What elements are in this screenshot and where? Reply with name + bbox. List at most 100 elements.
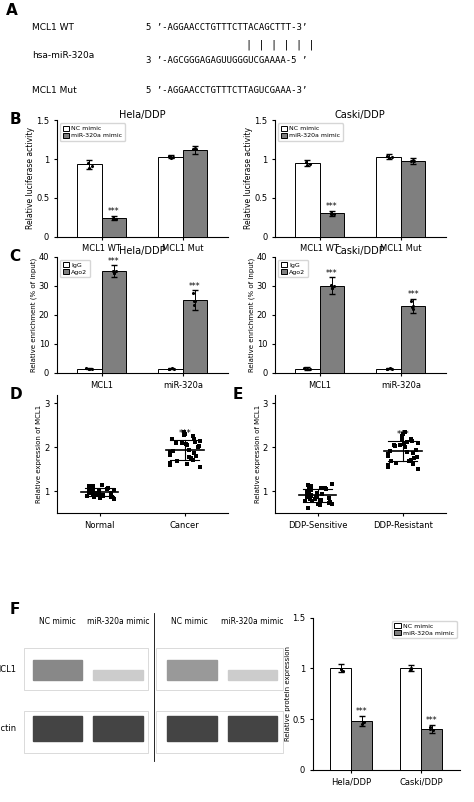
Point bbox=[191, 432, 198, 445]
Text: miR-320a mimic: miR-320a mimic bbox=[221, 617, 284, 626]
Point bbox=[314, 498, 322, 511]
Point bbox=[87, 480, 94, 493]
Point bbox=[110, 483, 118, 496]
Point bbox=[191, 298, 198, 311]
Text: ***: *** bbox=[108, 207, 119, 216]
Text: NC mimic: NC mimic bbox=[171, 617, 208, 626]
Point bbox=[191, 142, 199, 155]
Bar bbox=[33, 715, 82, 741]
Bar bbox=[25, 648, 148, 691]
Point bbox=[109, 213, 117, 225]
Text: 3 ’-AGCGGGAGAGUUGGGUCGAAAA-5 ’: 3 ’-AGCGGGAGAGUUGGGUCGAAAA-5 ’ bbox=[146, 56, 307, 65]
Point bbox=[85, 484, 93, 497]
Text: β-actin: β-actin bbox=[0, 723, 16, 733]
Point bbox=[196, 460, 203, 473]
Text: E: E bbox=[232, 387, 243, 402]
Point bbox=[398, 430, 406, 443]
Point bbox=[86, 486, 94, 499]
Point bbox=[307, 492, 314, 505]
Point bbox=[388, 151, 395, 164]
Point bbox=[173, 455, 181, 468]
Point bbox=[408, 155, 415, 168]
Point bbox=[109, 212, 117, 225]
Point bbox=[407, 662, 414, 675]
Text: ***: *** bbox=[397, 431, 409, 439]
Point bbox=[407, 661, 415, 674]
Bar bbox=[376, 369, 401, 373]
Point bbox=[85, 480, 92, 493]
Bar bbox=[101, 271, 126, 373]
Point bbox=[308, 489, 315, 502]
Text: ***: *** bbox=[407, 290, 419, 299]
Point bbox=[414, 463, 421, 476]
Point bbox=[182, 437, 190, 450]
Bar bbox=[401, 306, 425, 373]
Point bbox=[409, 446, 416, 459]
Point bbox=[384, 450, 392, 463]
Point bbox=[389, 363, 396, 375]
Point bbox=[112, 265, 119, 277]
Point bbox=[181, 428, 188, 441]
Point bbox=[390, 439, 398, 452]
Point bbox=[110, 266, 118, 279]
Point bbox=[408, 453, 415, 466]
Point bbox=[183, 439, 191, 452]
Point bbox=[325, 492, 333, 504]
Bar bbox=[228, 670, 277, 680]
Point bbox=[306, 157, 314, 170]
Point bbox=[403, 435, 411, 448]
Point bbox=[183, 458, 191, 471]
Point bbox=[165, 363, 173, 375]
Point bbox=[90, 480, 97, 492]
Point bbox=[91, 491, 98, 504]
Bar bbox=[295, 163, 319, 237]
Text: 5 ’-AGGAACCTGTTTCTTACAGCTTT-3’: 5 ’-AGGAACCTGTTTCTTACAGCTTT-3’ bbox=[146, 23, 307, 32]
Point bbox=[410, 154, 417, 167]
Point bbox=[166, 449, 174, 462]
Point bbox=[412, 444, 419, 456]
Point bbox=[190, 430, 197, 443]
Point bbox=[401, 441, 409, 454]
Point bbox=[383, 149, 391, 162]
Point bbox=[410, 154, 418, 167]
Point bbox=[89, 488, 97, 500]
Point bbox=[107, 487, 115, 500]
Text: NC mimic: NC mimic bbox=[39, 617, 76, 626]
Point bbox=[403, 445, 411, 458]
Bar bbox=[183, 300, 207, 373]
Point bbox=[85, 363, 92, 376]
Point bbox=[407, 295, 415, 308]
Point bbox=[90, 484, 97, 496]
Point bbox=[185, 444, 193, 456]
Point bbox=[384, 460, 392, 473]
Point bbox=[409, 435, 416, 448]
Y-axis label: Relative luciferase activity: Relative luciferase activity bbox=[244, 128, 253, 229]
Point bbox=[110, 266, 118, 279]
Text: ***: *** bbox=[326, 202, 337, 212]
Bar bbox=[156, 711, 283, 752]
Text: ***: *** bbox=[179, 429, 191, 438]
Point bbox=[171, 363, 178, 375]
Point bbox=[87, 483, 95, 496]
Point bbox=[88, 160, 96, 172]
Point bbox=[191, 294, 199, 307]
Point bbox=[330, 280, 337, 293]
Text: miR-320a mimic: miR-320a mimic bbox=[87, 617, 149, 626]
Text: | | | | | |: | | | | | | bbox=[246, 39, 315, 51]
Point bbox=[339, 664, 347, 677]
Point bbox=[337, 662, 345, 675]
Bar bbox=[183, 150, 207, 237]
Y-axis label: Relative expression of MCL1: Relative expression of MCL1 bbox=[255, 405, 261, 503]
Point bbox=[330, 208, 337, 221]
Point bbox=[309, 495, 316, 508]
Point bbox=[303, 159, 310, 172]
Point bbox=[166, 445, 174, 458]
Point bbox=[383, 363, 391, 375]
Point bbox=[306, 363, 314, 375]
Bar bbox=[33, 660, 82, 680]
Point bbox=[93, 487, 100, 500]
Bar bbox=[319, 286, 344, 373]
Point bbox=[385, 152, 393, 164]
Point bbox=[302, 156, 310, 168]
Point bbox=[190, 294, 198, 307]
